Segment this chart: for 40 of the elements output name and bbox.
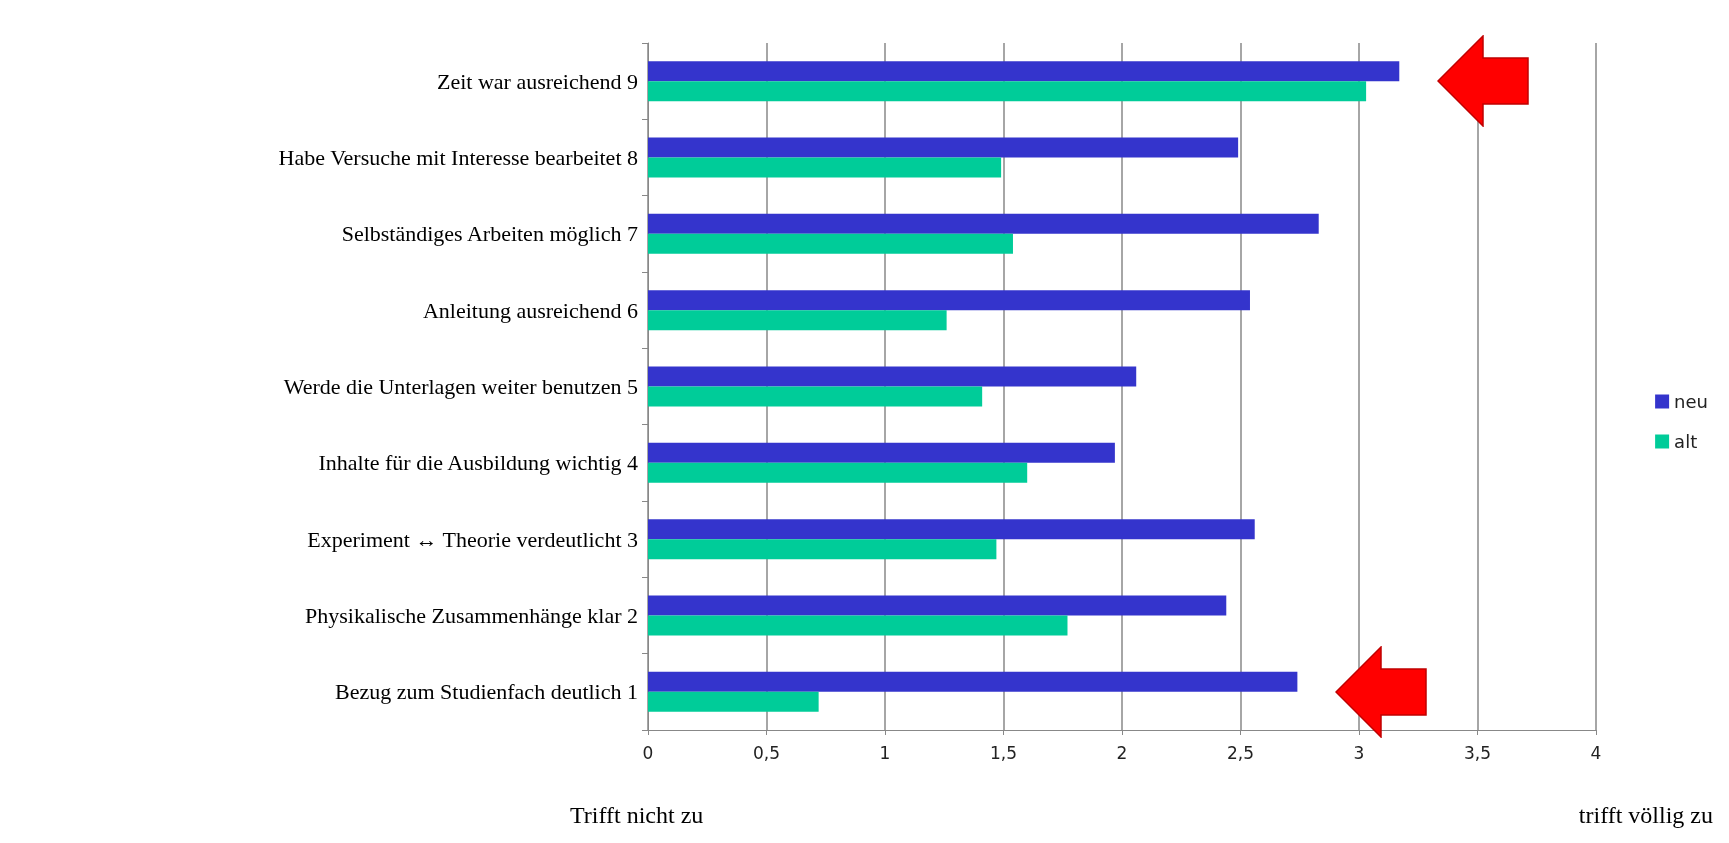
y-tick-label: Inhalte für die Ausbildung wichtig 4 xyxy=(318,450,638,476)
bar xyxy=(648,671,1298,692)
x-tick-label: 1,5 xyxy=(989,742,1018,763)
bar xyxy=(648,595,1227,616)
bar xyxy=(648,213,1319,234)
y-tick-label: Bezug zum Studienfach deutlich 1 xyxy=(334,679,638,705)
y-tick-label: Habe Versuche mit Interesse bearbeitet 8 xyxy=(278,145,638,170)
bar xyxy=(648,61,1400,82)
x-tick-label: 1 xyxy=(879,742,891,763)
bar xyxy=(648,81,1367,102)
bar xyxy=(648,366,1137,387)
x-tick-label: 2 xyxy=(1116,742,1128,763)
x-tick-label: 4 xyxy=(1590,742,1602,763)
bar xyxy=(648,233,1013,254)
x-tick-label: 3,5 xyxy=(1463,742,1492,763)
bar xyxy=(648,539,997,560)
x-tick-label: 3 xyxy=(1353,742,1365,763)
bar xyxy=(648,442,1115,463)
bar xyxy=(648,519,1255,540)
bar xyxy=(648,290,1250,311)
x-tick-label: 0 xyxy=(642,742,654,763)
y-tick-label: Werde die Unterlagen weiter benutzen 5 xyxy=(283,374,638,399)
y-tick-label: Experiment ↔ Theorie verdeutlicht 3 xyxy=(307,526,638,552)
bar xyxy=(648,157,1002,178)
bar xyxy=(648,462,1028,483)
y-tick-label: Selbständiges Arbeiten möglich 7 xyxy=(341,221,638,247)
x-tick-label: 2,5 xyxy=(1226,742,1255,763)
bar xyxy=(648,691,819,712)
y-tick-label: Anleitung ausreichend 6 xyxy=(422,297,638,323)
x-tick-label: 0,5 xyxy=(752,742,781,763)
text: trifft völlig zu xyxy=(1578,802,1713,828)
legend-label: alt xyxy=(1674,431,1698,452)
y-tick-label: Zeit war ausreichend 9 xyxy=(437,68,638,94)
bar xyxy=(648,137,1239,158)
bar xyxy=(648,615,1068,636)
bar xyxy=(648,310,947,331)
y-tick-label: Physikalische Zusammenhänge klar 2 xyxy=(305,603,638,628)
bar xyxy=(648,386,983,407)
text: Trifft nicht zu xyxy=(570,802,704,828)
legend-label: neu xyxy=(1674,391,1708,412)
